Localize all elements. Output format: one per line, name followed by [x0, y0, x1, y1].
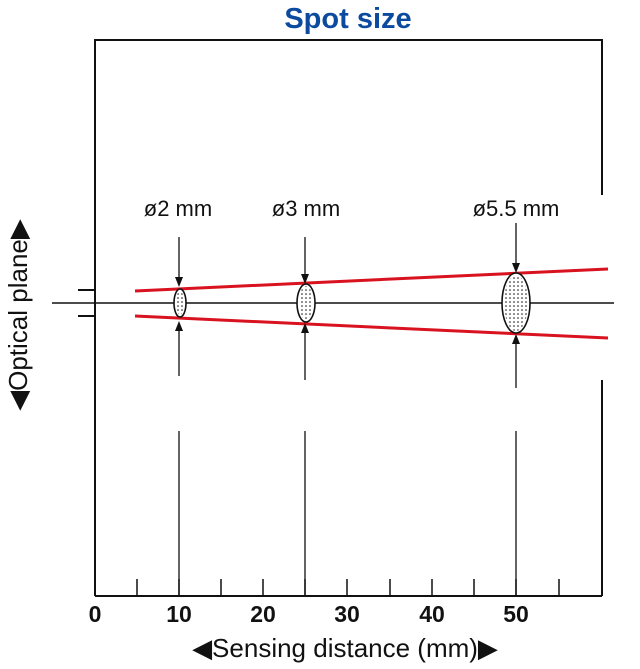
x-axis-label: ◀Sensing distance (mm)▶	[192, 633, 498, 663]
spot-2: ø3 mm	[272, 196, 340, 596]
spot-2-arrowhead-bottom	[301, 323, 309, 333]
spot-2-arrowhead-top	[301, 274, 309, 284]
tick-label-0: 0	[89, 601, 102, 627]
frame-top	[94, 39, 603, 290]
spot-3-arrowhead-bottom	[512, 334, 520, 344]
tick-label-20: 20	[250, 601, 276, 627]
y-axis-label: ◀Optical plane▶	[3, 219, 33, 411]
spot-1: ø2 mm	[144, 196, 212, 596]
spot-2-label: ø3 mm	[272, 196, 340, 221]
spot-1-arrowhead-top	[175, 277, 183, 287]
spot-1-label: ø2 mm	[144, 196, 212, 221]
spot-1-dots	[176, 291, 184, 315]
tick-label-30: 30	[334, 601, 360, 627]
spot-3-label: ø5.5 mm	[473, 196, 560, 221]
beam-upper-edge	[134, 267, 609, 293]
tick-label-50: 50	[503, 601, 529, 627]
beam-lower-edge	[134, 314, 609, 340]
spot-3-arrowhead-top	[512, 263, 520, 273]
tick-label-10: 10	[166, 601, 192, 627]
spot-2-dots	[299, 286, 313, 320]
tick-label-40: 40	[419, 601, 445, 627]
spot-3-dots	[504, 275, 528, 331]
x-axis-ticks	[136, 579, 560, 596]
diagram-title: Spot size	[284, 3, 411, 35]
spot-1-arrowhead-bottom	[175, 321, 183, 331]
spot-3: ø5.5 mm	[473, 196, 560, 596]
